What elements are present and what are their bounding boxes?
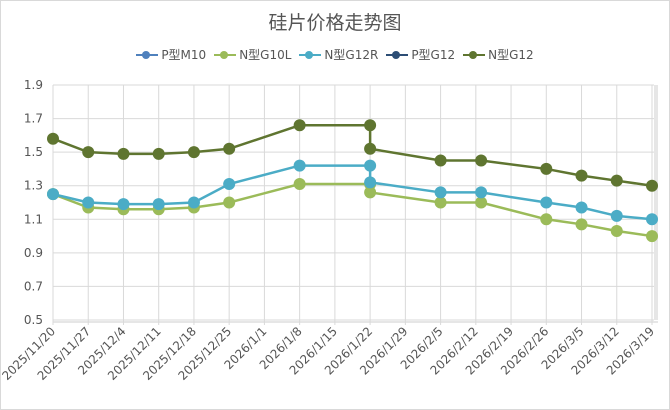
legend-item-n-g12r[interactable]: N型G12R: [299, 46, 378, 63]
data-point[interactable]: [152, 147, 165, 160]
legend-label: N型G10L: [239, 48, 292, 62]
data-point[interactable]: [434, 154, 447, 167]
data-point[interactable]: [475, 186, 488, 199]
legend-marker-icon: [386, 50, 409, 59]
y-axis: 1.9 1.7 1.5 1.3 1.1 0.9 0.7 0.5: [24, 78, 43, 327]
data-point[interactable]: [610, 209, 623, 222]
data-point[interactable]: [223, 196, 236, 209]
data-point[interactable]: [82, 146, 95, 159]
data-point[interactable]: [152, 198, 165, 211]
legend-label: N型G12: [488, 48, 534, 62]
data-point[interactable]: [540, 213, 553, 226]
legend-item-p-m10[interactable]: P型M10: [136, 46, 206, 63]
data-point[interactable]: [293, 119, 306, 132]
series-line: [52, 182, 653, 238]
y-tick-label: 1.1: [24, 212, 43, 226]
data-point[interactable]: [187, 146, 200, 159]
data-point[interactable]: [575, 169, 588, 182]
y-tick-label: 0.9: [24, 246, 43, 260]
y-tick-label: 0.5: [24, 313, 43, 327]
data-point[interactable]: [434, 186, 447, 199]
legend-item-n-g12[interactable]: N型G12: [463, 46, 534, 63]
x-axis: 2025/11/202025/11/272025/12/42025/12/112…: [0, 324, 657, 383]
y-tick-label: 0.7: [24, 279, 43, 293]
series-line: [52, 124, 653, 187]
data-point[interactable]: [82, 196, 95, 209]
chart-title: 硅片价格走势图: [268, 12, 402, 34]
data-point[interactable]: [293, 178, 306, 191]
legend-marker-icon: [136, 50, 159, 59]
data-point[interactable]: [540, 162, 553, 175]
data-point[interactable]: [646, 213, 658, 226]
series-line: [52, 164, 653, 221]
legend-item-n-g10l[interactable]: N型G10L: [214, 46, 291, 63]
data-point[interactable]: [47, 132, 59, 145]
data-point[interactable]: [117, 147, 130, 160]
series-lines: [47, 119, 658, 243]
data-point[interactable]: [646, 230, 658, 243]
data-point[interactable]: [47, 188, 59, 201]
legend-marker-icon: [299, 50, 322, 59]
data-point[interactable]: [575, 201, 588, 214]
data-point[interactable]: [540, 196, 553, 209]
legend-item-p-g12[interactable]: P型G12: [386, 46, 455, 63]
data-point[interactable]: [610, 225, 623, 238]
y-tick-label: 1.9: [24, 78, 43, 92]
data-point[interactable]: [364, 186, 377, 199]
legend: P型M10 N型G10L N型G12R P型G12 N型G12: [0, 46, 670, 63]
y-tick-label: 1.7: [24, 112, 43, 126]
data-point[interactable]: [117, 198, 130, 211]
data-point[interactable]: [187, 196, 200, 209]
data-point[interactable]: [364, 176, 377, 189]
data-point[interactable]: [575, 218, 588, 231]
data-point[interactable]: [475, 196, 488, 209]
data-point[interactable]: [475, 154, 488, 167]
data-point[interactable]: [434, 196, 447, 209]
data-point[interactable]: [364, 159, 377, 172]
legend-marker-icon: [463, 50, 486, 59]
y-tick-label: 1.5: [24, 145, 43, 159]
legend-label: P型G12: [411, 48, 456, 62]
data-point[interactable]: [610, 174, 623, 187]
data-point[interactable]: [223, 178, 236, 191]
data-point[interactable]: [223, 142, 236, 155]
data-point[interactable]: [364, 119, 377, 132]
data-point[interactable]: [646, 179, 658, 192]
legend-label: N型G12R: [324, 48, 379, 62]
legend-label: P型M10: [161, 48, 207, 62]
y-tick-label: 1.3: [24, 179, 43, 193]
data-point[interactable]: [364, 142, 377, 155]
data-point[interactable]: [293, 159, 306, 172]
legend-marker-icon: [214, 50, 237, 59]
